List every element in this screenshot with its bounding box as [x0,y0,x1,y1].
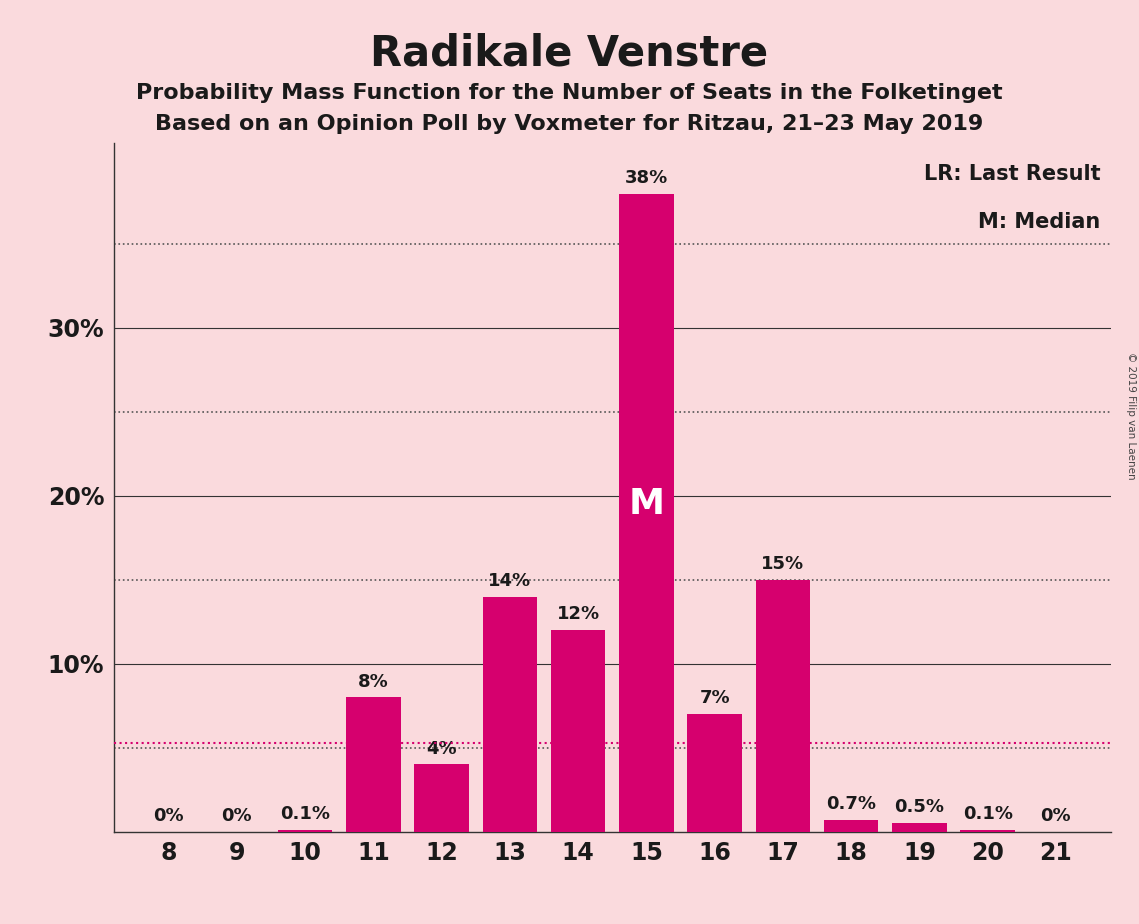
Bar [823,820,878,832]
Bar [346,698,401,832]
Bar [687,714,741,832]
Text: M: M [629,487,664,521]
Text: Radikale Venstre: Radikale Venstre [370,32,769,74]
Bar [483,597,538,832]
Text: 15%: 15% [761,555,804,573]
Text: 0.1%: 0.1% [280,805,330,823]
Bar [415,764,469,832]
Text: 0.7%: 0.7% [826,796,876,813]
Text: © 2019 Filip van Laenen: © 2019 Filip van Laenen [1126,352,1136,480]
Text: Based on an Opinion Poll by Voxmeter for Ritzau, 21–23 May 2019: Based on an Opinion Poll by Voxmeter for… [155,114,984,134]
Text: 0%: 0% [154,807,183,825]
Text: 4%: 4% [426,740,457,758]
Bar [618,194,673,832]
Text: 0%: 0% [1041,807,1071,825]
Text: 12%: 12% [557,605,599,624]
Text: 38%: 38% [624,169,667,187]
Bar [960,830,1015,832]
Text: M: Median: M: Median [978,213,1100,232]
Text: 14%: 14% [489,572,532,590]
Bar [278,830,333,832]
Bar [755,579,810,832]
Bar [892,823,947,832]
Text: 0%: 0% [221,807,252,825]
Text: LR: Last Result: LR: Last Result [924,164,1100,184]
Text: Probability Mass Function for the Number of Seats in the Folketinget: Probability Mass Function for the Number… [137,83,1002,103]
Text: 7%: 7% [699,689,730,708]
Text: 0.1%: 0.1% [962,805,1013,823]
Bar [551,630,606,832]
Text: 0.5%: 0.5% [894,798,944,817]
Text: 8%: 8% [358,673,388,690]
